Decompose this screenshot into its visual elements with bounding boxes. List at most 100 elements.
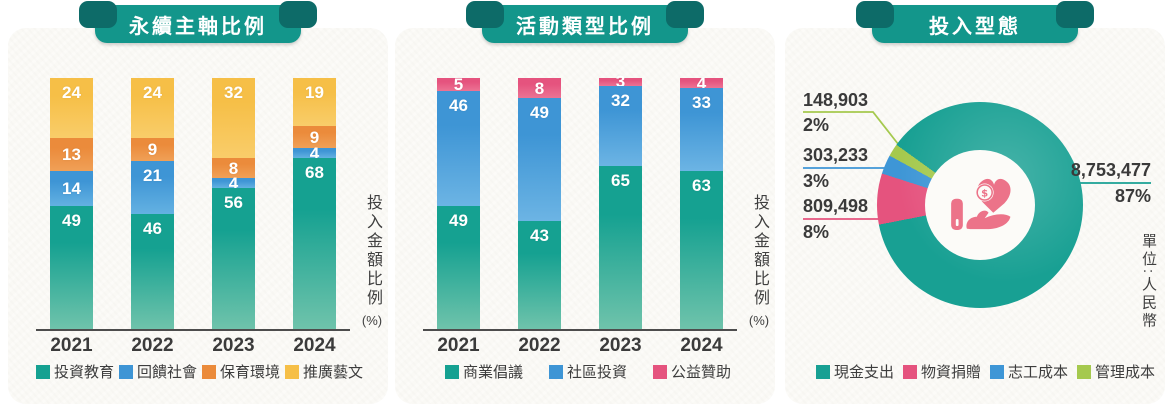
bar-segment-公益贊助: 5 <box>437 74 480 94</box>
legend-item-志工成本: 志工成本 <box>990 361 1068 382</box>
segment-value-label: 46 <box>143 218 162 238</box>
legend-label: 公益贊助 <box>671 364 732 381</box>
bar-segment-社區投資: 32 <box>599 85 642 166</box>
bar-segment-社區投資: 33 <box>680 88 723 171</box>
segment-value-label: 8 <box>228 158 239 178</box>
bar-segment-保育環境: 8 <box>212 158 255 179</box>
y-axis-label: 投入金額比例 (%) <box>746 194 772 328</box>
donut-hole: $ <box>925 150 1035 260</box>
segment-value-label: 21 <box>143 165 162 185</box>
bar-segment-保育環境: 9 <box>293 125 336 149</box>
callout-value-volunteer-cost: 303,233 <box>803 145 869 165</box>
segment-value-label: 5 <box>453 74 464 94</box>
legend-item-商業倡議: 商業倡議 <box>445 361 523 382</box>
legend-label: 社區投資 <box>567 364 628 381</box>
bar-segment-社區投資: 46 <box>437 90 480 207</box>
legend-swatch <box>1077 364 1092 379</box>
x-axis-tick-labels: 2021 2022 2023 2024 <box>395 335 775 357</box>
legend-swatch <box>549 364 564 379</box>
legend-swatch <box>445 364 459 379</box>
bar-segment-回饋社會: 14 <box>50 170 93 207</box>
segment-value-label: 63 <box>692 175 711 195</box>
bar-segment-公益贊助: 3 <box>599 73 642 90</box>
segment-value-label: 49 <box>449 211 468 231</box>
chart-legend: 商業倡議 社區投資 公益贊助 <box>445 361 731 382</box>
panel-investment-type: 投入型態 $ 148,903 2% 303,233 3% 809,498 8% … <box>785 1 1165 404</box>
callout-pct-goods-donation: 8% <box>803 222 830 242</box>
segment-value-label: 65 <box>611 170 630 190</box>
y-axis-label-text: 投入金額比例 <box>364 194 381 308</box>
segment-value-label: 49 <box>530 103 549 123</box>
bar-segment-商業倡議: 63 <box>680 170 723 329</box>
stacked-bar-2022: 8 49 43 <box>518 78 561 329</box>
bar-segment-投資教育: 56 <box>212 188 255 329</box>
legend-item-現金支出: 現金支出 <box>816 361 894 382</box>
segment-value-label: 24 <box>62 83 81 103</box>
year-label: 2024 <box>680 335 723 356</box>
legend-item-推廣藝文: 推廣藝文 <box>285 361 363 382</box>
legend-label: 物資捐贈 <box>921 364 982 381</box>
panel-title-ribbon: 永續主軸比例 <box>79 1 317 43</box>
x-axis-tick-labels: 2021 2022 2023 2024 <box>8 335 388 357</box>
legend-swatch <box>119 364 134 379</box>
x-axis-line <box>423 329 737 331</box>
legend-label: 管理成本 <box>1095 364 1156 381</box>
y-axis-label-text: 投入金額比例 <box>751 194 768 308</box>
segment-value-label: 4 <box>228 173 239 193</box>
stacked-bar-chart: 5 46 49 8 49 43 3 32 65 4 33 63 <box>395 73 775 329</box>
year-label: 2022 <box>131 335 174 356</box>
callout-value-admin-cost: 148,903 <box>803 90 869 110</box>
segment-value-label: 46 <box>449 95 468 115</box>
bar-segment-投資教育: 46 <box>131 213 174 329</box>
legend-label: 投資教育 <box>54 364 115 381</box>
segment-value-label: 9 <box>309 127 320 147</box>
legend-item-社區投資: 社區投資 <box>549 361 627 382</box>
legend-swatch <box>653 364 668 379</box>
segment-value-label: 24 <box>143 83 162 103</box>
segment-value-label: 43 <box>530 226 549 246</box>
bar-segment-投資教育: 49 <box>50 206 93 329</box>
year-label: 2021 <box>50 335 93 356</box>
y-axis-unit: (%) <box>361 313 383 328</box>
stacked-bar-2023: 3 32 65 <box>599 73 642 329</box>
y-axis-label: 投入金額比例 (%) <box>359 194 385 328</box>
bar-segment-商業倡議: 49 <box>437 206 480 329</box>
legend-swatch <box>36 364 50 379</box>
segment-value-label: 13 <box>62 145 81 165</box>
year-label: 2023 <box>599 335 642 356</box>
chart-legend: 投資教育 回饋社會 保育環境 推廣藝文 <box>36 361 363 382</box>
panel-title: 活動類型比例 <box>516 15 654 38</box>
hand-heart-coin-icon: $ <box>951 178 1011 230</box>
legend-item-保育環境: 保育環境 <box>202 361 280 382</box>
legend-label: 回饋社會 <box>137 364 198 381</box>
segment-value-label: 3 <box>615 72 626 92</box>
legend-label: 志工成本 <box>1008 364 1069 381</box>
segment-value-label: 68 <box>305 163 324 183</box>
segment-value-label: 19 <box>305 83 324 103</box>
bar-segment-保育環境: 13 <box>50 138 93 171</box>
callout-value-goods-donation: 809,498 <box>803 196 869 216</box>
stacked-bar-2022: 24 9 21 46 <box>131 78 174 329</box>
callout-pct-cash-spend: 87% <box>1114 186 1151 206</box>
segment-value-label: 9 <box>147 140 158 160</box>
callout-pct-volunteer-cost: 3% <box>803 171 830 191</box>
segment-value-label: 4 <box>696 73 707 93</box>
year-label: 2021 <box>437 335 480 356</box>
year-label: 2023 <box>212 335 255 356</box>
bar-segment-保育環境: 9 <box>131 138 174 161</box>
segment-value-label: 32 <box>611 90 630 110</box>
panel-title: 永續主軸比例 <box>129 15 267 38</box>
bar-segment-推廣藝文: 19 <box>293 78 336 126</box>
segment-value-label: 14 <box>62 178 81 198</box>
bar-segment-推廣藝文: 32 <box>212 78 255 159</box>
panel-sustainability-theme-ratio: 永續主軸比例 24 13 14 49 24 9 21 46 32 8 4 56 19 9 4 68 2021 2… <box>8 1 388 404</box>
unit-note: 單位:人民幣 <box>1140 233 1157 331</box>
year-label: 2022 <box>518 335 561 356</box>
bar-segment-推廣藝文: 24 <box>131 78 174 139</box>
legend-swatch <box>990 364 1005 379</box>
legend-label: 商業倡議 <box>463 364 524 381</box>
legend-swatch <box>202 364 217 379</box>
bar-segment-商業倡議: 43 <box>518 221 561 329</box>
stacked-bar-2024: 19 9 4 68 <box>293 78 336 329</box>
segment-value-label: 49 <box>62 211 81 231</box>
